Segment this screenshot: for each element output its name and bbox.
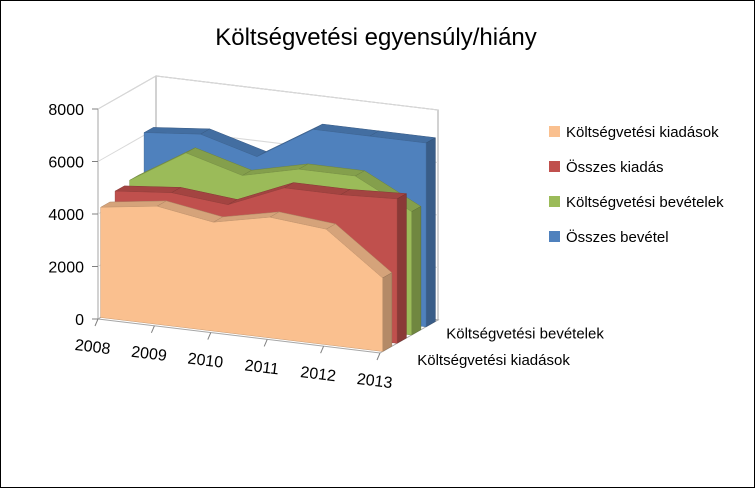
x-tick-label: 2009 — [130, 344, 168, 365]
y-tick-label: 6000 — [48, 155, 84, 172]
x-tick-label: 2008 — [74, 337, 112, 358]
y-tick-label: 4000 — [48, 207, 84, 224]
data-point — [283, 187, 285, 189]
legend-swatch — [549, 126, 560, 137]
legend-swatch — [549, 196, 560, 207]
x-tick-mark — [207, 332, 212, 340]
y-tick-label: 2000 — [48, 260, 84, 277]
data-point — [171, 192, 173, 194]
data-point — [411, 211, 413, 213]
x-tick-label: 2013 — [356, 371, 394, 392]
data-point — [325, 228, 327, 230]
data-point — [227, 204, 229, 206]
series-side-face — [382, 272, 393, 352]
chart-title: Költségvetési egyensúly/hiány — [215, 24, 537, 51]
data-point — [298, 168, 300, 170]
series-side-face — [425, 137, 436, 328]
data-point — [241, 175, 243, 177]
data-point — [156, 205, 158, 207]
data-point — [200, 133, 202, 135]
series-area — [100, 205, 383, 352]
data-point — [425, 142, 427, 144]
x-tick-mark — [320, 346, 325, 354]
data-point — [114, 190, 116, 192]
y-tick-label: 0 — [75, 312, 84, 329]
series-layer — [100, 123, 437, 352]
x-tick-mark — [263, 339, 268, 347]
legend: Költségvetési kiadások Összes kiadás Költs… — [549, 124, 724, 246]
legend-label: Költségvetési kiadások — [566, 124, 719, 141]
data-point — [396, 198, 398, 200]
data-point — [185, 152, 187, 154]
data-point — [212, 221, 214, 223]
y-tick-label: 8000 — [48, 102, 84, 119]
x-tick-mark — [376, 352, 381, 361]
data-point — [269, 216, 271, 218]
legend-label: Összes bevétel — [566, 228, 669, 246]
data-point — [312, 128, 314, 130]
series-0 — [100, 200, 393, 352]
data-point — [340, 194, 342, 196]
legend-swatch — [549, 161, 560, 172]
data-point — [100, 206, 102, 208]
legend-swatch — [549, 231, 560, 242]
legend-label: Költségvetési bevételek — [566, 194, 724, 211]
x-tick-mark — [94, 318, 99, 327]
legend-label: Összes kiadás — [566, 158, 664, 176]
data-point — [129, 179, 131, 181]
data-point — [143, 132, 145, 134]
gridline — [97, 75, 439, 111]
depth-axis-label: Költségvetési kiadások — [417, 352, 570, 369]
axis-layer: 0 2000 4000 6000 8000 2008 2009 2010 2011 2012 201… — [48, 102, 604, 392]
data-point — [256, 156, 258, 158]
x-tick-label: 2010 — [187, 351, 225, 372]
x-tick-label: 2011 — [244, 357, 280, 378]
series-side-face — [411, 205, 422, 336]
data-point — [369, 135, 371, 137]
depth-axis-label: Költségvetési bevételek — [446, 325, 604, 342]
data-point — [382, 277, 384, 279]
x-tick-mark — [150, 325, 155, 333]
x-tick-label: 2012 — [299, 364, 337, 385]
series-side-face — [396, 193, 407, 344]
data-point — [354, 175, 356, 177]
